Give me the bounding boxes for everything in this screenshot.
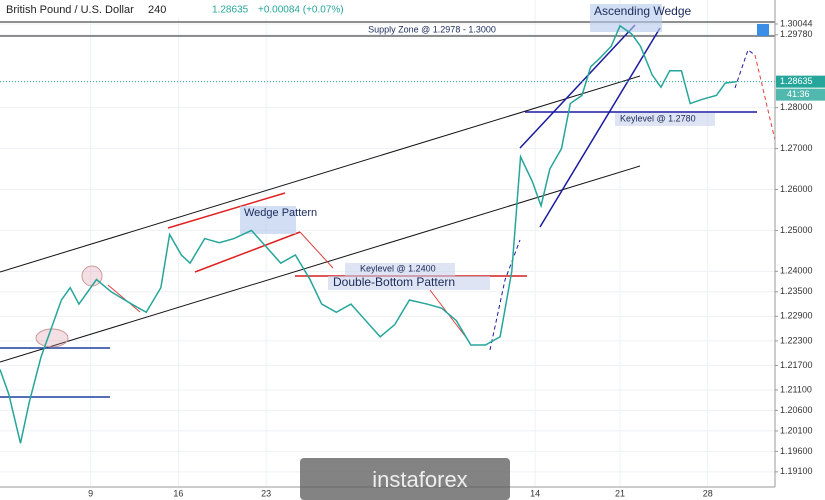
annotation: Keylevel @ 1.2780 (620, 113, 696, 123)
arrow (299, 231, 334, 269)
y-tick-label: 1.27000 (780, 143, 813, 153)
y-tick-label: 1.24000 (780, 266, 813, 276)
x-tick-label: 16 (173, 488, 183, 498)
label-bg (240, 206, 296, 234)
annotation: Keylevel @ 1.2400 (360, 263, 436, 273)
wedge-line (194, 231, 301, 273)
y-tick-label: 1.29780 (780, 29, 813, 39)
timer-label: 41:36 (787, 89, 810, 99)
y-tick-label: 1.19100 (780, 466, 813, 476)
wedge-line (539, 27, 661, 228)
x-tick-label: 23 (261, 488, 271, 498)
y-tick-label: 1.22900 (780, 311, 813, 321)
wedge-line (519, 24, 636, 149)
last-price: 1.28635 (212, 5, 249, 16)
annotation: Wedge Pattern (244, 207, 317, 219)
watermark-bg (300, 458, 510, 500)
highlight (35, 328, 69, 348)
y-tick-label: 1.25000 (780, 225, 813, 235)
interval: 240 (148, 4, 166, 16)
projection (734, 49, 756, 89)
y-tick-label: 1.20600 (780, 405, 813, 415)
x-tick-label: 9 (88, 488, 93, 498)
x-tick-label: 21 (615, 488, 625, 498)
label-bg (615, 113, 715, 126)
timer-tag (776, 88, 825, 101)
highlight (81, 265, 103, 287)
y-tick-label: 1.23500 (780, 286, 813, 296)
drawings (0, 4, 776, 398)
x-tick-label: 14 (530, 488, 540, 498)
icon (757, 24, 769, 36)
annotation: Ascending Wedge (594, 4, 692, 18)
header-bg (0, 0, 340, 18)
annotation: Double-Bottom Pattern (333, 275, 455, 289)
label-bg (328, 276, 490, 290)
x-tick-label: 28 (703, 488, 713, 498)
chart-title: British Pound / U.S. Dollar (6, 4, 134, 16)
wedge-line (167, 192, 286, 229)
y-tick-label: 1.30044 (780, 18, 813, 28)
y-tick-label: 1.26000 (780, 184, 813, 194)
change: +0.00084 (+0.07%) (258, 5, 344, 16)
projection (754, 54, 776, 141)
label-bg (590, 4, 662, 32)
y-tick-label: 1.20100 (780, 425, 813, 435)
y-tick-label: 1.21700 (780, 360, 813, 370)
plot (0, 24, 775, 444)
y-tick-label: 1.21100 (780, 384, 812, 394)
grid (0, 0, 775, 487)
channel-line (0, 75, 641, 273)
arrow (107, 284, 141, 313)
y-tick-label: 1.22300 (780, 335, 813, 345)
channel-line (0, 165, 641, 363)
annotation: Supply Zone @ 1.2978 - 1.3000 (368, 24, 496, 34)
watermark: instaforex (372, 467, 467, 492)
label-bg (345, 263, 455, 276)
projection (489, 239, 521, 351)
price-tag-label: 1.28635 (780, 76, 813, 86)
y-tick-label: 1.28000 (780, 102, 813, 112)
price-tag (776, 75, 825, 88)
price-line-series (0, 24, 738, 444)
y-tick-label: 1.19600 (780, 446, 813, 456)
